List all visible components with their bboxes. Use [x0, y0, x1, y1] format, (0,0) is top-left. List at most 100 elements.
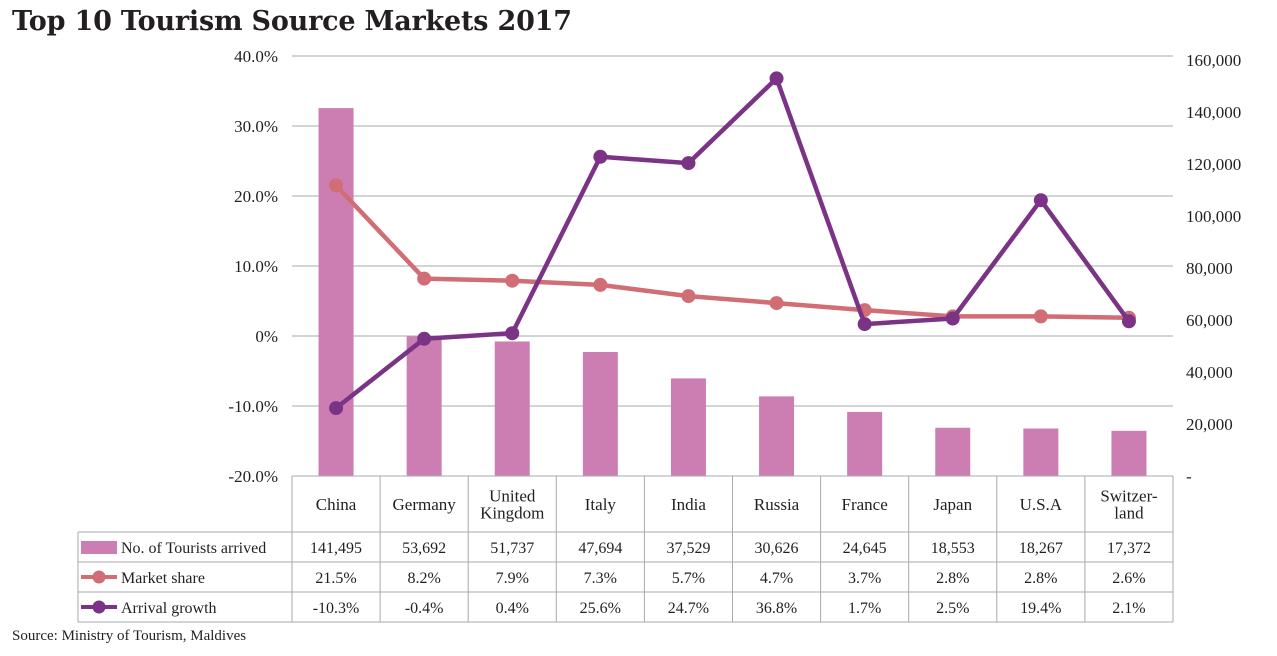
table-value: 2.6% [1112, 570, 1145, 587]
category-label: Kingdom [480, 504, 544, 523]
series-line [334, 76, 1131, 410]
series-name: Market share [121, 570, 205, 587]
series-point [769, 71, 784, 86]
category-label: Italy [585, 495, 617, 514]
bar [406, 336, 442, 476]
bar [1023, 428, 1059, 476]
series-point [769, 296, 784, 311]
series-point [681, 289, 696, 304]
series-point [1121, 314, 1136, 329]
table-value: 18,553 [931, 540, 975, 557]
left-tick-label: 20.0% [234, 187, 278, 206]
bar [935, 427, 971, 476]
table-value: 30,626 [755, 540, 799, 557]
series-point [857, 317, 872, 332]
left-tick-label: 10.0% [234, 257, 278, 276]
bar [582, 351, 618, 476]
legend-key-marker [92, 570, 106, 584]
right-tick-label: 120,000 [1186, 155, 1241, 174]
table-value: 53,692 [402, 540, 446, 557]
series-name: Arrival growth [121, 600, 217, 617]
table-value: 24,645 [843, 540, 887, 557]
source-note: Source: Ministry of Tourism, Maldives [12, 628, 247, 644]
series-point [593, 149, 608, 164]
series-point [1033, 309, 1048, 324]
right-tick-label: 20,000 [1186, 415, 1233, 434]
table-value: -10.3% [313, 600, 360, 617]
right-tick-label: 100,000 [1186, 207, 1241, 226]
table-value: 1.7% [848, 600, 881, 617]
table-value: 3.7% [848, 570, 881, 587]
bar [847, 411, 883, 476]
series-point [417, 271, 432, 286]
left-tick-label: -20.0% [228, 467, 278, 486]
table-value: 47,694 [578, 540, 622, 557]
right-tick-label: 40,000 [1186, 363, 1233, 382]
table-value: 2.8% [936, 570, 969, 587]
table-value: 2.8% [1024, 570, 1057, 587]
series-line [334, 183, 1129, 321]
left-tick-label: 40.0% [234, 47, 278, 66]
bar [1111, 430, 1147, 476]
bar [494, 341, 530, 476]
series-point [593, 277, 608, 292]
right-tick-label: 80,000 [1186, 259, 1233, 278]
table-value: 25.6% [580, 600, 621, 617]
category-label: Switzer- [1100, 487, 1158, 506]
right-tick-label: - [1186, 467, 1192, 486]
table-value: 18,267 [1019, 540, 1063, 557]
table-value: 7.9% [496, 570, 529, 587]
table-value: 2.5% [936, 600, 969, 617]
bar [670, 378, 706, 476]
table-value: 7.3% [584, 570, 617, 587]
right-tick-label: 60,000 [1186, 311, 1233, 330]
series-point [505, 273, 520, 288]
series-point [1033, 193, 1048, 208]
legend-key-bar [81, 541, 117, 554]
legend-key-marker [92, 600, 106, 614]
table-value: 17,372 [1107, 540, 1151, 557]
table-value: 2.1% [1112, 600, 1145, 617]
axes: -20.0% -10.0% 0% 10.0% 20.0% 30.0% 40.0% - 20,00… [228, 47, 1241, 486]
category-label: Japan [933, 495, 972, 514]
category-label: land [1114, 504, 1144, 523]
table-value: 21.5% [315, 570, 356, 587]
table-value: 141,495 [310, 540, 362, 557]
series-point [329, 401, 344, 416]
right-tick-label: 160,000 [1186, 51, 1241, 70]
table-value: 36.8% [756, 600, 797, 617]
table-value: 8.2% [407, 570, 440, 587]
left-tick-label: 30.0% [234, 117, 278, 136]
category-label: India [671, 495, 706, 514]
table-value: 0.4% [496, 600, 529, 617]
category-label: United [489, 487, 536, 506]
series-point [329, 178, 344, 193]
bar [759, 396, 795, 476]
line-series [329, 71, 1136, 416]
series-point [681, 156, 696, 171]
right-tick-label: 140,000 [1186, 103, 1241, 122]
table-value: -0.4% [405, 600, 444, 617]
series-point [945, 311, 960, 326]
bar-series [318, 108, 1147, 476]
left-tick-label: -10.0% [228, 397, 278, 416]
table-value: 5.7% [672, 570, 705, 587]
chart-title: Top 10 Tourism Source Markets 2017 [12, 6, 572, 37]
category-label: France [842, 495, 888, 514]
table-value: 19.4% [1020, 600, 1061, 617]
table-value: 37,529 [666, 540, 710, 557]
category-label: U.S.A [1020, 495, 1063, 514]
category-label: Russia [754, 495, 800, 514]
left-tick-label: 0% [255, 327, 278, 346]
table-value: 24.7% [668, 600, 709, 617]
series-point [505, 326, 520, 341]
table-value: 51,737 [490, 540, 534, 557]
category-label: Germany [393, 495, 457, 514]
series-name: No. of Tourists arrived [121, 540, 266, 557]
series-point [417, 331, 432, 346]
table-value: 4.7% [760, 570, 793, 587]
category-label: China [316, 495, 357, 514]
bar [318, 108, 354, 476]
